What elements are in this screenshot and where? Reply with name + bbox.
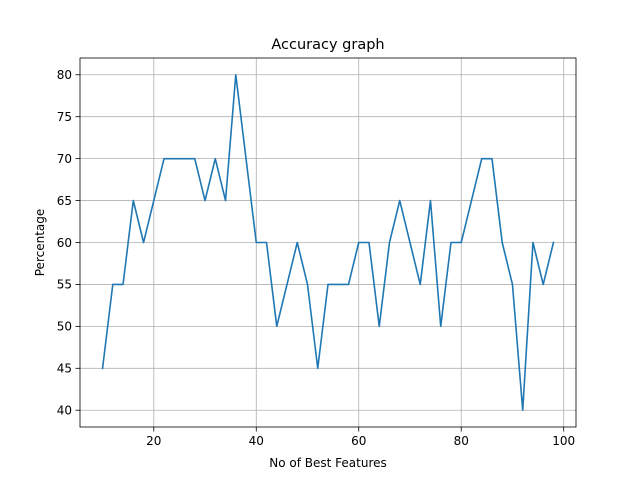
x-tick-label: 80 — [454, 434, 469, 448]
y-tick-label: 50 — [57, 320, 72, 334]
y-axis-label: Percentage — [33, 209, 47, 277]
y-tick-label: 75 — [57, 110, 72, 124]
x-tick-label: 60 — [351, 434, 366, 448]
grid-lines — [80, 58, 576, 427]
y-axis-ticks: 40 45 50 55 60 65 70 75 80 — [57, 68, 80, 418]
y-tick-label: 80 — [57, 68, 72, 82]
y-tick-label: 65 — [57, 194, 72, 208]
y-tick-label: 70 — [57, 152, 72, 166]
x-tick-label: 100 — [552, 434, 575, 448]
x-tick-label: 20 — [146, 434, 161, 448]
series-layer — [101, 73, 555, 412]
accuracy-series-line — [101, 73, 555, 412]
x-axis-ticks: 20 40 60 80 100 — [146, 427, 575, 448]
y-tick-label: 55 — [57, 278, 72, 292]
y-tick-label: 45 — [57, 362, 72, 376]
y-tick-label: 40 — [57, 404, 72, 418]
x-tick-label: 40 — [249, 434, 264, 448]
x-axis-label: No of Best Features — [269, 456, 387, 470]
y-tick-label: 60 — [57, 236, 72, 250]
chart-title: Accuracy graph — [271, 37, 384, 53]
